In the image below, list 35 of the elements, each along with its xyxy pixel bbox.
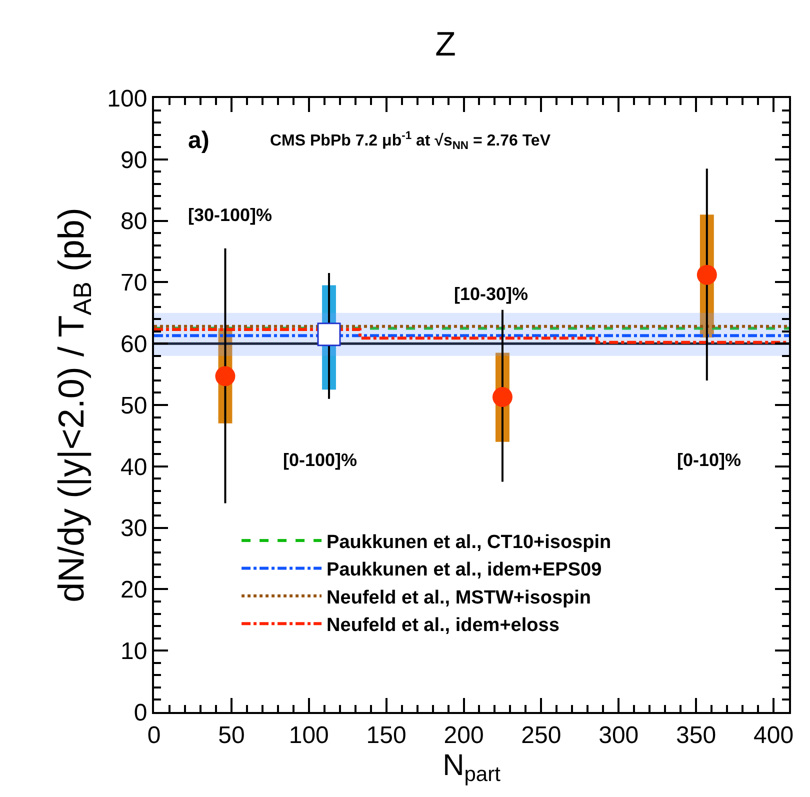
annotation: [0-10]% [677,450,742,470]
legend-label: Neufeld et al., idem+eloss [326,615,560,636]
x-tick-label: 100 [288,722,329,749]
point [492,387,512,408]
point [696,264,717,285]
point [215,366,236,386]
y-tick-label: 10 [120,638,148,665]
x-tick-label: 300 [598,722,639,749]
y-tick-label: 30 [120,515,148,542]
annotation: [30-100]% [188,205,272,225]
x-tick-label: 200 [444,722,484,749]
y-tick-label: 70 [120,270,148,297]
x-tick-label: 400 [753,722,794,749]
x-tick-label: 250 [521,722,562,749]
y-tick-label: 40 [120,454,148,481]
x-tick-label: 350 [676,722,716,749]
legend-label: Neufeld et al., MSTW+isospin [326,587,592,608]
y-tick-label: 100 [107,85,148,112]
y-tick-label: 50 [120,392,148,420]
y-tick-label: 60 [120,331,148,358]
legend-label: Paukkunen et al., CT10+isospin [326,532,612,553]
y-tick-label: 90 [120,146,148,174]
y-tick-label: 80 [120,208,148,236]
annotation: [0-100]% [283,450,358,470]
point [317,322,341,346]
legend-label: Paukkunen et al., idem+EPS09 [326,560,602,581]
y-tick-label: 20 [120,576,148,604]
y-tick-label: 0 [134,699,148,726]
x-tick-label: 150 [366,722,406,749]
x-axis-title: N$_{part}$ [442,748,501,786]
annotation: [10-30]% [454,284,528,304]
chart-title: Z [435,26,456,64]
annotation: CMS PbPb 7.2 μb$^{-1}$ at √s$_{NN}$ = 2.76 TeV [270,130,551,152]
annotation: a) [188,127,210,154]
x-tick-label: 50 [218,722,245,749]
